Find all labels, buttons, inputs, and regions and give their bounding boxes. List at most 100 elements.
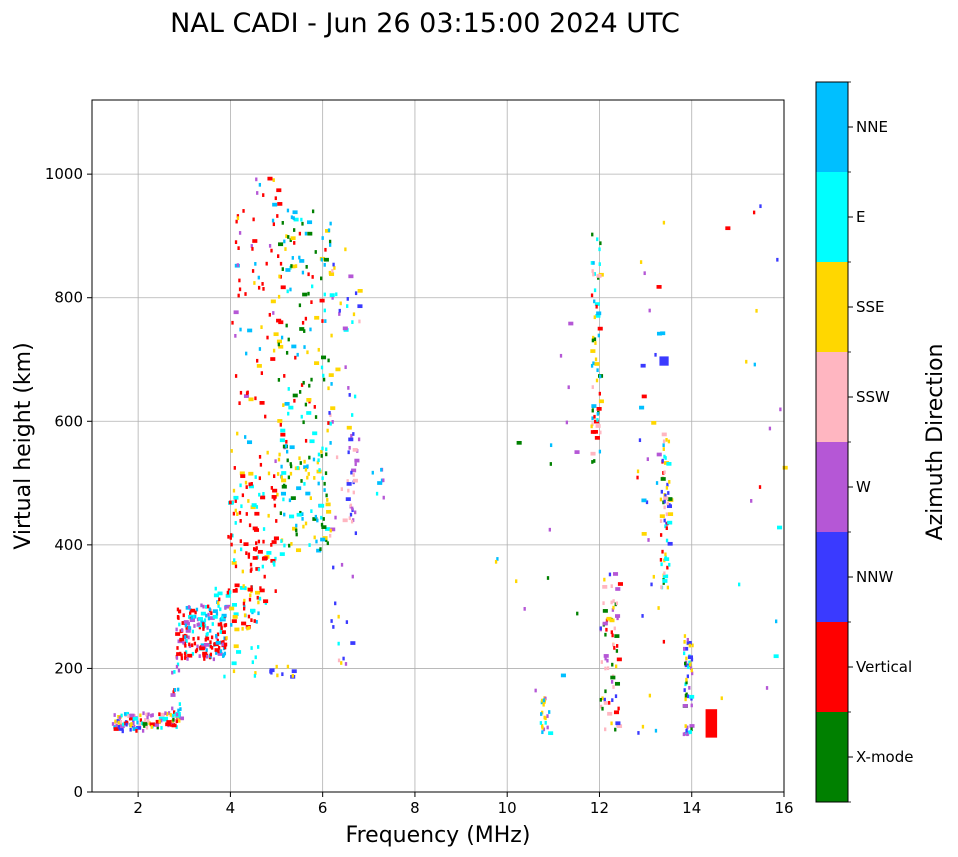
data-point — [290, 236, 296, 241]
data-point — [262, 527, 266, 531]
data-point — [659, 533, 663, 537]
data-point — [329, 421, 332, 426]
data-point — [293, 241, 296, 245]
data-point — [305, 264, 308, 269]
data-point — [604, 666, 607, 671]
data-point — [602, 585, 608, 589]
data-point — [176, 615, 180, 619]
data-point — [283, 543, 286, 548]
data-point — [776, 257, 779, 262]
data-point — [270, 543, 273, 547]
data-point — [667, 520, 673, 525]
data-point — [247, 555, 251, 559]
data-point — [357, 304, 363, 309]
data-point — [220, 630, 226, 634]
data-point — [593, 288, 597, 293]
data-point — [279, 274, 282, 279]
data-point — [320, 522, 324, 527]
data-point — [593, 272, 597, 276]
data-point — [278, 242, 284, 247]
data-point — [325, 502, 331, 507]
data-point — [685, 677, 688, 682]
data-point — [600, 660, 603, 664]
data-point — [250, 618, 253, 623]
data-point — [234, 333, 237, 338]
data-point — [541, 730, 544, 735]
data-point — [251, 269, 255, 273]
data-point — [543, 715, 546, 720]
data-point — [685, 680, 688, 685]
data-point — [291, 669, 297, 674]
data-point — [314, 250, 317, 254]
data-point — [189, 611, 192, 616]
data-point — [601, 696, 604, 701]
data-point — [140, 721, 144, 726]
data-point — [225, 636, 228, 640]
data-point — [516, 440, 522, 445]
data-point — [292, 393, 298, 398]
data-point — [317, 458, 320, 463]
data-point — [689, 730, 692, 734]
data-point — [290, 496, 296, 500]
data-point — [272, 488, 278, 493]
data-point — [590, 424, 593, 429]
data-point — [654, 728, 658, 733]
data-point — [142, 722, 148, 726]
data-point — [288, 543, 291, 548]
data-point — [236, 512, 239, 516]
data-point — [258, 182, 262, 187]
data-point — [665, 486, 669, 490]
data-point — [774, 619, 778, 624]
data-point — [315, 539, 318, 544]
data-point — [289, 287, 292, 292]
data-point — [312, 431, 318, 436]
data-point — [295, 548, 302, 553]
colorbar-segment — [816, 442, 848, 532]
data-point — [249, 569, 253, 573]
data-point — [158, 712, 161, 717]
data-point — [598, 247, 601, 252]
data-point — [668, 512, 674, 516]
data-point — [287, 475, 291, 480]
data-point — [248, 626, 251, 630]
data-point — [329, 441, 332, 445]
data-point — [314, 514, 318, 519]
data-point — [546, 576, 550, 580]
data-point — [175, 656, 179, 660]
data-point — [652, 574, 655, 579]
data-point — [195, 607, 199, 612]
data-point — [129, 713, 135, 718]
data-point — [265, 261, 268, 266]
data-point — [688, 660, 691, 665]
data-point — [640, 363, 646, 368]
data-point — [273, 503, 277, 508]
data-point — [663, 518, 666, 523]
data-point — [656, 331, 663, 336]
data-point — [256, 191, 259, 195]
data-point — [210, 611, 213, 616]
data-point — [197, 617, 203, 621]
data-point — [689, 666, 693, 670]
data-point — [690, 671, 694, 676]
data-point — [773, 654, 779, 659]
data-point — [614, 634, 620, 638]
data-point — [178, 622, 181, 627]
data-point — [354, 458, 360, 463]
data-point — [220, 626, 223, 630]
data-point — [281, 221, 284, 225]
data-point — [293, 398, 296, 403]
data-point — [330, 406, 336, 411]
data-point — [200, 603, 203, 608]
data-point — [205, 648, 208, 652]
x-axis-title: Frequency (MHz) — [346, 823, 531, 848]
data-point — [590, 261, 594, 265]
data-point — [610, 630, 613, 635]
data-point — [135, 729, 138, 733]
data-point — [310, 300, 313, 305]
data-point — [223, 636, 226, 641]
data-point — [685, 656, 688, 661]
data-point — [662, 500, 665, 505]
data-point — [598, 391, 601, 396]
data-point — [613, 710, 620, 715]
data-point — [637, 731, 640, 735]
